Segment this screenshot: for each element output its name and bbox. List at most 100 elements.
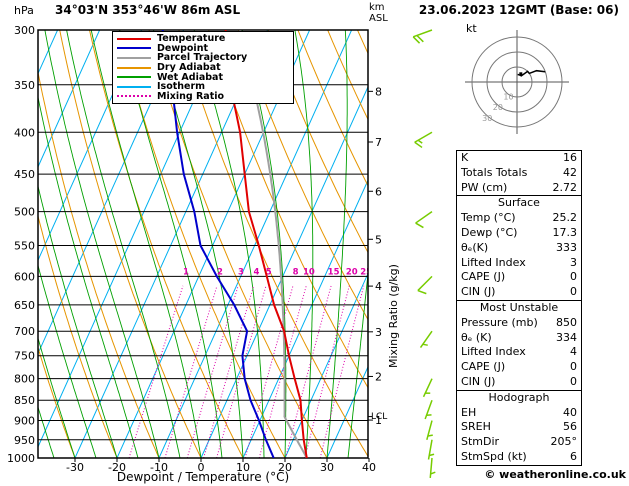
svg-text:350: 350 <box>14 79 35 92</box>
legend-item: Mixing Ratio <box>117 90 289 102</box>
svg-text:950: 950 <box>14 434 35 447</box>
legend-swatch <box>117 95 151 98</box>
station-title: 34°03'N 353°46'W 86m ASL <box>55 3 241 17</box>
legend-item: Parcel Trajectory <box>117 52 289 64</box>
legend-label: Isotherm <box>157 81 206 93</box>
svg-text:5: 5 <box>375 233 382 246</box>
index-value: 6 <box>570 449 577 463</box>
axes: 3003504004505005506006507007508008509009… <box>7 24 382 474</box>
legend-label: Mixing Ratio <box>157 90 225 102</box>
index-label: θₑ (K) <box>461 330 492 344</box>
svg-text:15: 15 <box>328 267 340 277</box>
svg-text:800: 800 <box>14 373 35 386</box>
indices-row: Temp (°C) 25.2 <box>457 211 581 226</box>
svg-text:30: 30 <box>320 461 334 474</box>
legend-item: Dewpoint <box>117 43 289 54</box>
index-value: 0 <box>570 270 577 284</box>
svg-text:450: 450 <box>14 168 35 181</box>
legend-label: Temperature <box>157 33 226 45</box>
indices-row: CIN (J) 0 <box>457 375 581 390</box>
svg-text:2: 2 <box>375 370 382 383</box>
index-value: 0 <box>570 374 577 388</box>
indices-row: SREH 56 <box>457 420 581 435</box>
index-value: 17.3 <box>552 225 578 239</box>
legend-item: Temperature <box>117 33 289 45</box>
svg-text:1: 1 <box>375 414 382 427</box>
legend-item: Dry Adiabat <box>117 62 289 74</box>
indices-row: CAPE (J) 0 <box>457 360 581 375</box>
svg-text:2: 2 <box>217 267 223 277</box>
svg-text:4: 4 <box>375 280 382 293</box>
legend-swatch <box>117 85 151 88</box>
index-value: 0 <box>570 360 577 374</box>
legend-item: Isotherm <box>117 81 289 93</box>
svg-text:6: 6 <box>375 185 382 198</box>
svg-text:900: 900 <box>14 415 35 428</box>
indices-section: K 16 Totals Totals 42 PW (cm) 2.72 <box>457 151 581 195</box>
index-value: 334 <box>556 330 577 344</box>
legend-swatch <box>117 47 151 50</box>
indices-table: K 16 Totals Totals 42 PW (cm) 2.72 Surface Temp… <box>456 150 582 466</box>
legend-label: Dry Adiabat <box>157 62 221 74</box>
index-label: Lifted Index <box>461 255 526 269</box>
index-value: 40 <box>563 405 577 419</box>
svg-text:10: 10 <box>236 461 250 474</box>
svg-text:40: 40 <box>362 461 376 474</box>
legend-swatch <box>117 37 151 40</box>
svg-text:750: 750 <box>14 350 35 363</box>
svg-text:8: 8 <box>375 85 382 98</box>
index-label: Totals Totals <box>461 165 528 179</box>
indices-row: EH 40 <box>457 406 581 421</box>
mixing-ratio-axis-label: Mixing Ratio (g/kg) <box>387 264 400 368</box>
index-value: 333 <box>556 240 577 254</box>
svg-text:550: 550 <box>14 239 35 252</box>
svg-text:0: 0 <box>198 461 205 474</box>
indices-row: Lifted Index 4 <box>457 345 581 360</box>
dewpoint-curve <box>161 30 275 458</box>
indices-row: StmSpd (kt) 6 <box>457 450 581 465</box>
index-label: CIN (J) <box>461 285 496 299</box>
indices-row: θₑ (K) 334 <box>457 331 581 346</box>
svg-text:500: 500 <box>14 206 35 219</box>
legend-swatch <box>117 56 151 59</box>
svg-text:4: 4 <box>253 267 259 277</box>
index-label: K <box>461 151 469 164</box>
indices-row: Dewp (°C) 17.3 <box>457 226 581 241</box>
svg-text:-30: -30 <box>66 461 84 474</box>
indices-row: CIN (J) 0 <box>457 285 581 300</box>
svg-text:3: 3 <box>375 326 382 339</box>
km-label: km <box>369 2 385 13</box>
lcl-label: LCL <box>371 412 388 422</box>
asl-label: ASL <box>369 13 388 24</box>
index-label: StmDir <box>461 435 500 449</box>
svg-text:-20: -20 <box>108 461 126 474</box>
indices-row: θₑ(K) 333 <box>457 241 581 256</box>
svg-text:1: 1 <box>183 267 189 277</box>
svg-text:850: 850 <box>14 394 35 407</box>
index-label: SREH <box>461 420 491 434</box>
index-value: 16 <box>563 151 577 164</box>
index-label: CIN (J) <box>461 374 496 388</box>
hodograph-trace <box>517 69 546 77</box>
svg-text:400: 400 <box>14 126 35 139</box>
svg-text:25: 25 <box>360 267 372 277</box>
index-label: CAPE (J) <box>461 270 506 284</box>
svg-text:10: 10 <box>303 267 315 277</box>
datetime-title: 23.06.2023 12GMT (Base: 06) <box>418 3 619 17</box>
index-label: StmSpd (kt) <box>461 449 527 463</box>
legend-label: Parcel Trajectory <box>157 52 248 64</box>
svg-text:1000: 1000 <box>7 452 35 465</box>
index-value: 0 <box>570 285 577 299</box>
svg-text:30: 30 <box>482 114 492 123</box>
svg-text:20: 20 <box>278 461 292 474</box>
legend-box: Temperature Dewpoint Parcel Trajectory Dry … <box>112 31 294 105</box>
index-value: 3 <box>570 255 577 269</box>
indices-section-title: Surface <box>498 196 540 210</box>
index-value: 56 <box>563 420 577 434</box>
index-label: Dewp (°C) <box>461 225 518 239</box>
indices-row: Pressure (mb) 850 <box>457 316 581 331</box>
svg-text:300: 300 <box>14 24 35 37</box>
